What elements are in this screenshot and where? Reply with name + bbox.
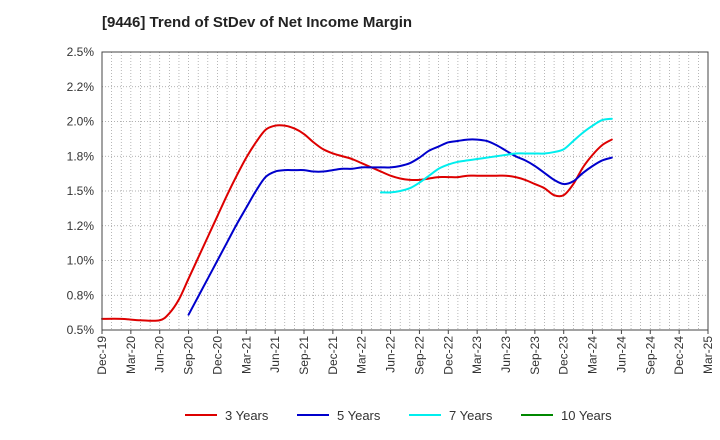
x-tick-label: Dec-24 [672, 336, 686, 375]
x-tick-label: Mar-20 [124, 336, 138, 374]
x-tick-label: Sep-22 [412, 336, 426, 375]
legend: 3 Years 5 Years 7 Years 10 Years [185, 408, 612, 423]
x-tick-label: Sep-24 [643, 336, 657, 375]
legend-label: 3 Years [225, 408, 269, 423]
x-tick-label: Dec-19 [95, 336, 109, 375]
y-tick-label: 0.8% [67, 288, 95, 302]
x-tick-label: Jun-22 [384, 336, 398, 373]
y-tick-label: 2.2% [67, 80, 95, 94]
plot-border [101, 51, 709, 331]
legend-label: 10 Years [561, 408, 612, 423]
x-tick-label: Mar-23 [470, 336, 484, 374]
x-tick-label: Jun-20 [153, 336, 167, 373]
y-tick-label: 1.8% [67, 149, 95, 163]
y-tick-label: 1.5% [67, 184, 95, 198]
y-axis-ticks: 0.5% 0.8% 1.0% 1.2% 1.5% 1.8% 2.0% 2.2% 2.5% [67, 45, 95, 337]
x-tick-label: Sep-20 [182, 336, 196, 375]
x-axis-ticks: Dec-19 Mar-20 Jun-20 Sep-20 Dec-20 Mar-21 Jun-… [95, 330, 715, 375]
y-tick-label: 1.2% [67, 219, 95, 233]
x-tick-label: Mar-25 [701, 336, 715, 374]
chart-title: [9446] Trend of StDev of Net Income Marg… [102, 14, 413, 31]
legend-label: 7 Years [449, 408, 493, 423]
x-tick-label: Mar-22 [355, 336, 369, 374]
grid-lines [102, 51, 708, 331]
series-line-5-years [187, 138, 613, 316]
x-tick-label: Mar-24 [586, 336, 600, 374]
x-tick-label: Jun-24 [614, 336, 628, 373]
x-tick-label: Sep-21 [297, 336, 311, 375]
series-lines [101, 117, 613, 322]
legend-label: 5 Years [337, 408, 381, 423]
series-line-7-years [379, 117, 613, 194]
y-tick-label: 1.0% [67, 254, 95, 268]
x-tick-label: Jun-23 [499, 336, 513, 373]
x-tick-label: Dec-22 [441, 336, 455, 375]
y-tick-label: 0.5% [67, 323, 95, 337]
x-tick-label: Sep-23 [528, 336, 542, 375]
x-tick-label: Dec-21 [326, 336, 340, 375]
y-tick-label: 2.0% [67, 115, 95, 129]
y-tick-label: 2.5% [67, 45, 95, 59]
x-tick-label: Mar-21 [239, 336, 253, 374]
x-tick-label: Dec-20 [210, 336, 224, 375]
x-tick-label: Jun-21 [268, 336, 282, 373]
x-tick-label: Dec-23 [557, 336, 571, 375]
